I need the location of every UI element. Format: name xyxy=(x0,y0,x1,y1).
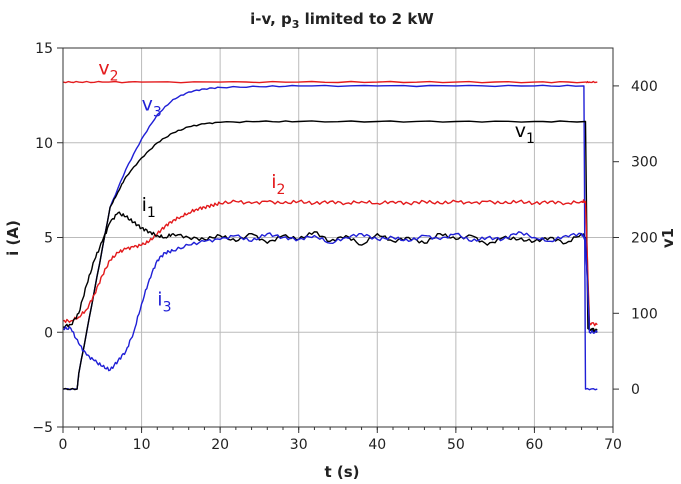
y-right-tick-label: 0 xyxy=(631,382,640,398)
y-axis-label-right: v1 xyxy=(659,228,677,248)
y-left-tick-label: 10 xyxy=(35,136,53,152)
x-tick-label: 50 xyxy=(447,437,465,453)
series-line-v2 xyxy=(62,80,598,84)
x-tick-label: 10 xyxy=(133,437,151,453)
title-rest: limited to 2 kW xyxy=(299,10,434,28)
y-left-tick-label: 0 xyxy=(44,325,53,341)
series-label-i1: i1 xyxy=(142,194,156,221)
axis-ticks: 0 10 20 30 40 50 60 70 −5 0 5 10 15 0 100 200 300 400 xyxy=(32,41,657,453)
x-tick-label: 70 xyxy=(604,437,622,453)
series-label-subscript: 2 xyxy=(276,182,285,198)
y-left-tick-label: −5 xyxy=(32,420,53,436)
series-line-v1 xyxy=(62,120,598,391)
x-axis-label: t (s) xyxy=(324,463,359,481)
x-tick-label: 20 xyxy=(211,437,229,453)
chart-title: i-v, p3 limited to 2 kW xyxy=(250,10,434,31)
series-group xyxy=(62,80,598,391)
x-tick-label: 30 xyxy=(290,437,308,453)
series-label-i3: i3 xyxy=(157,289,171,316)
x-tick-label: 0 xyxy=(59,437,68,453)
series-label-i2: i2 xyxy=(271,171,285,198)
series-label-subscript: 1 xyxy=(526,131,535,147)
series-label-subscript: 3 xyxy=(163,300,172,316)
series-label-subscript: 2 xyxy=(110,69,119,85)
y-right-tick-label: 300 xyxy=(631,155,658,171)
x-tick-label: 40 xyxy=(368,437,386,453)
y-right-tick-label: 200 xyxy=(631,231,658,247)
y-axis-label-left: i (A) xyxy=(4,220,22,256)
series-line-i1 xyxy=(62,211,598,332)
series-label-subscript: 3 xyxy=(153,105,162,121)
x-tick-label: 60 xyxy=(526,437,544,453)
y-left-tick-label: 5 xyxy=(44,231,53,247)
y-right-tick-label: 400 xyxy=(631,79,658,95)
series-label-v2: v2 xyxy=(98,58,118,85)
y-left-tick-label: 15 xyxy=(35,41,53,57)
series-line-i2 xyxy=(62,199,598,327)
series-label-subscript: 1 xyxy=(147,205,156,221)
series-label-v3: v3 xyxy=(142,94,162,121)
title-subscript: 3 xyxy=(292,18,300,31)
series-line-i3 xyxy=(62,231,598,372)
y-right-tick-label: 100 xyxy=(631,306,658,322)
